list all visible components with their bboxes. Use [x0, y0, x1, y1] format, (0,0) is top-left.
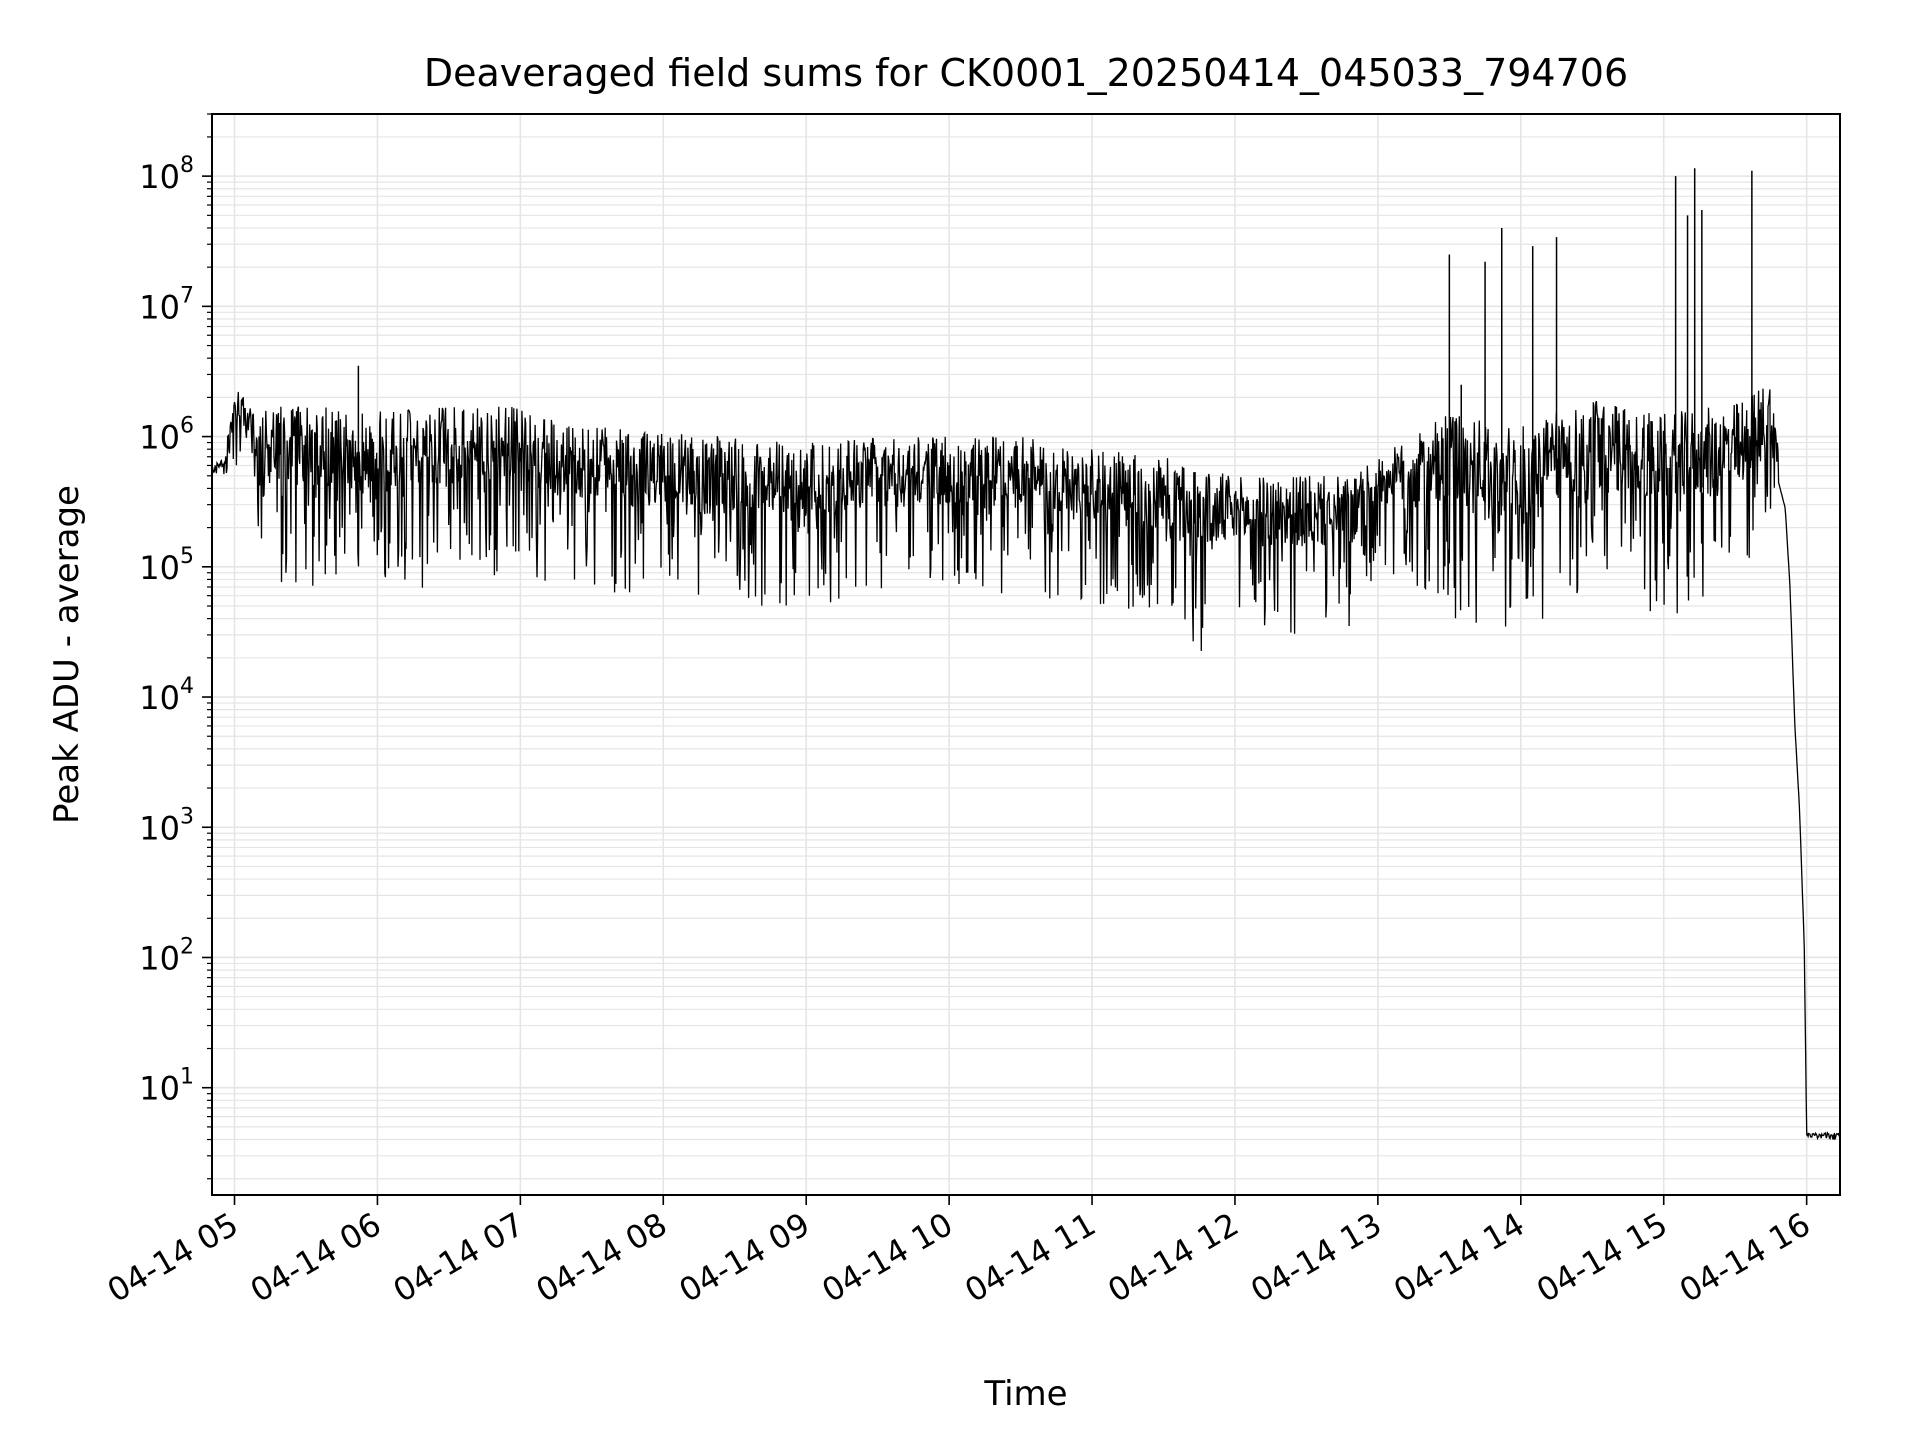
x-axis-label: Time	[983, 1374, 1067, 1414]
y-axis-label: Peak ADU - average	[47, 485, 87, 824]
y-tick-label: 107	[139, 283, 194, 326]
plot-area	[211, 168, 1841, 1141]
y-tick-label: 103	[139, 804, 194, 847]
data-series-line	[211, 388, 1841, 1141]
y-tick-label: 105	[139, 544, 194, 587]
axes-frame	[211, 113, 1841, 1196]
y-tick-label: 106	[139, 414, 194, 457]
y-tick-label: 101	[139, 1065, 194, 1108]
grid	[212, 113, 1840, 1195]
y-tick-label: 102	[139, 934, 194, 977]
chart-title: Deaveraged field sums for CK0001_2025041…	[424, 51, 1628, 95]
y-tick-label: 104	[139, 674, 194, 717]
y-tick-label: 108	[139, 153, 194, 196]
